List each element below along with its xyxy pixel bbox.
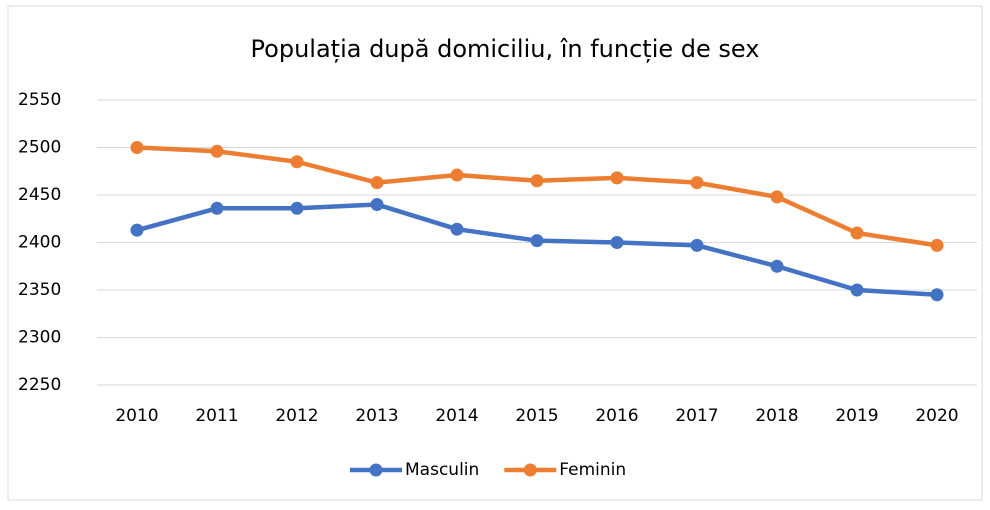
chart-title: Populația după domiciliu, în funcție de … <box>251 35 760 63</box>
point <box>930 288 944 302</box>
y-tick-label: 2500 <box>18 138 61 158</box>
x-tick-label: 2011 <box>195 406 238 426</box>
point <box>370 176 384 190</box>
point <box>530 234 544 248</box>
point <box>450 168 464 182</box>
point <box>850 226 864 240</box>
point <box>610 236 624 249</box>
y-tick-label: 2250 <box>18 375 61 395</box>
legend-label: Feminin <box>559 460 626 480</box>
point <box>370 198 384 211</box>
x-tick-label: 2017 <box>675 406 718 426</box>
point <box>450 222 464 236</box>
point <box>690 176 704 190</box>
point <box>770 190 784 204</box>
x-tick-label: 2010 <box>115 406 158 426</box>
y-tick-label: 2450 <box>18 185 61 205</box>
x-tick-label: 2014 <box>435 406 478 426</box>
point <box>610 171 624 185</box>
y-tick-label: 2350 <box>18 280 61 300</box>
legend-marker <box>523 463 537 477</box>
point <box>850 283 864 297</box>
y-tick-label: 2300 <box>18 328 61 348</box>
x-tick-label: 2018 <box>755 406 798 426</box>
point <box>770 259 784 273</box>
y-tick-label: 2400 <box>18 233 61 253</box>
legend-marker <box>369 463 383 477</box>
point <box>530 174 544 188</box>
point <box>290 155 304 169</box>
point <box>210 201 224 215</box>
x-tick-label: 2016 <box>595 406 638 426</box>
x-tick-label: 2012 <box>275 406 318 426</box>
point <box>290 201 304 215</box>
point <box>690 238 704 252</box>
x-tick-label: 2020 <box>915 406 958 426</box>
point <box>930 238 944 252</box>
x-tick-label: 2013 <box>355 406 398 426</box>
point <box>130 223 144 237</box>
x-tick-label: 2019 <box>835 406 878 426</box>
y-tick-label: 2550 <box>18 90 61 110</box>
point <box>130 141 144 154</box>
point <box>210 144 224 158</box>
x-tick-label: 2015 <box>515 406 558 426</box>
chart-frame <box>7 5 983 501</box>
legend-label: Masculin <box>405 460 479 480</box>
